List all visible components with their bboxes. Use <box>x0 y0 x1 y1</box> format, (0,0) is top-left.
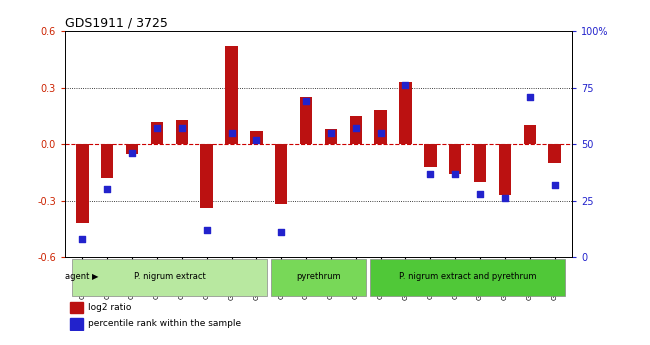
Point <box>127 150 137 156</box>
Bar <box>374 110 387 144</box>
Bar <box>250 131 263 144</box>
Point <box>400 82 411 88</box>
Bar <box>474 144 486 182</box>
Bar <box>126 144 138 154</box>
Point <box>77 236 88 242</box>
Bar <box>101 144 114 178</box>
Text: P. nigrum extract and pyrethrum: P. nigrum extract and pyrethrum <box>399 273 536 282</box>
Bar <box>549 144 561 163</box>
Point <box>102 187 112 192</box>
Point <box>350 126 361 131</box>
Point <box>549 182 560 188</box>
Text: pyrethrum: pyrethrum <box>296 273 341 282</box>
Point <box>276 229 287 235</box>
Point <box>301 98 311 104</box>
Bar <box>72 259 266 296</box>
Bar <box>350 116 362 144</box>
Point <box>202 227 212 233</box>
Bar <box>200 144 213 208</box>
Point <box>251 137 261 142</box>
Bar <box>499 144 511 195</box>
Bar <box>271 259 366 296</box>
Bar <box>76 144 88 223</box>
Bar <box>151 121 163 144</box>
Bar <box>325 129 337 144</box>
Bar <box>523 125 536 144</box>
Bar <box>399 82 411 144</box>
Text: GDS1911 / 3725: GDS1911 / 3725 <box>65 17 168 30</box>
Point <box>475 191 486 197</box>
Point <box>450 171 460 176</box>
Bar <box>70 318 83 329</box>
Text: percentile rank within the sample: percentile rank within the sample <box>88 319 241 328</box>
Point <box>425 171 436 176</box>
Point <box>376 130 386 136</box>
Bar <box>275 144 287 205</box>
Bar <box>226 46 238 144</box>
Bar <box>300 97 312 144</box>
Text: log2 ratio: log2 ratio <box>88 303 131 312</box>
Point <box>226 130 237 136</box>
Bar <box>449 144 462 174</box>
Point <box>500 196 510 201</box>
Point <box>525 94 535 99</box>
Bar <box>70 302 83 313</box>
Point <box>151 126 162 131</box>
Text: P. nigrum extract: P. nigrum extract <box>133 273 205 282</box>
Text: agent ▶: agent ▶ <box>66 273 99 282</box>
Bar <box>176 120 188 144</box>
Bar <box>424 144 437 167</box>
Point <box>326 130 336 136</box>
Bar <box>370 259 565 296</box>
Point <box>177 126 187 131</box>
